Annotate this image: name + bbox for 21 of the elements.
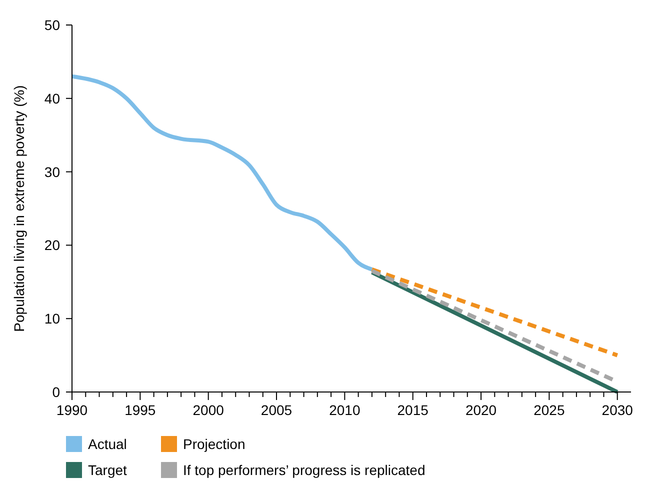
x-tick-label: 2005 bbox=[260, 402, 292, 418]
y-tick-label: 20 bbox=[44, 237, 60, 254]
x-tick-label: 2010 bbox=[329, 402, 360, 418]
line-series bbox=[70, 74, 374, 272]
legend-label: If top performers’ progress is replicated bbox=[183, 462, 426, 478]
legend-label: Target bbox=[88, 462, 128, 478]
y-tick-label: 0 bbox=[52, 384, 60, 400]
y-axis-title: Population living in extreme poverty (%) bbox=[11, 85, 27, 332]
x-tick-label: 2020 bbox=[465, 402, 497, 418]
x-tick-label: 2015 bbox=[397, 402, 429, 418]
x-tick-label: 2000 bbox=[192, 402, 224, 418]
x-tick-label: 1990 bbox=[56, 402, 88, 418]
legend-label: Projection bbox=[183, 436, 246, 452]
y-tick-label: 40 bbox=[44, 90, 60, 106]
legend-label: Actual bbox=[88, 436, 127, 452]
y-tick-label: 30 bbox=[44, 164, 60, 180]
x-tick-label: 2025 bbox=[534, 402, 565, 418]
x-tick-label: 1995 bbox=[124, 402, 156, 418]
y-tick-label: 50 bbox=[44, 17, 60, 33]
x-tick-label: 2030 bbox=[602, 402, 634, 418]
y-tick-label: 10 bbox=[44, 310, 60, 327]
